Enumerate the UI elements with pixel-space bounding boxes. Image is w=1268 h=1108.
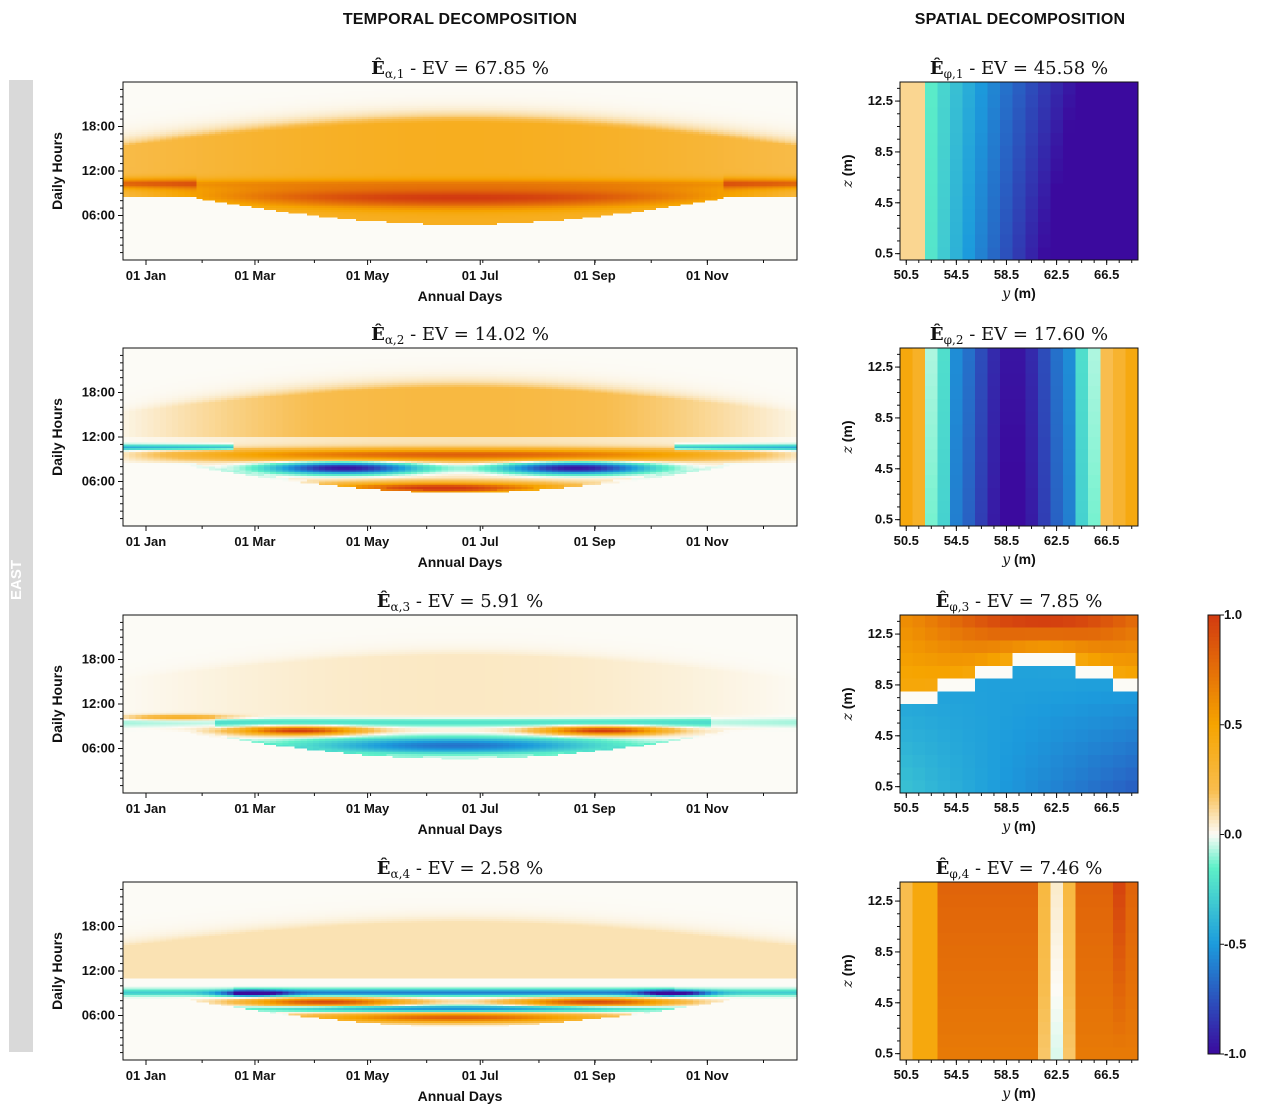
temporal-panel-1: Êα,1 - EV = 67.85 %01 Jan 01 Mar 01 May 01 … <box>49 56 798 304</box>
spatial-header: SPATIAL DECOMPOSITION <box>915 11 1125 28</box>
panel-group: Êα,1 - EV = 67.85 %01 Jan 01 Mar 01 May 01 … <box>49 56 1138 1104</box>
sidebar-label: EAST <box>8 560 25 600</box>
temporal-header: TEMPORAL DECOMPOSITION <box>343 11 577 28</box>
temporal-title-1: Êα,1 - EV = 67.85 % <box>371 56 549 81</box>
heatmap-cells <box>123 82 798 261</box>
